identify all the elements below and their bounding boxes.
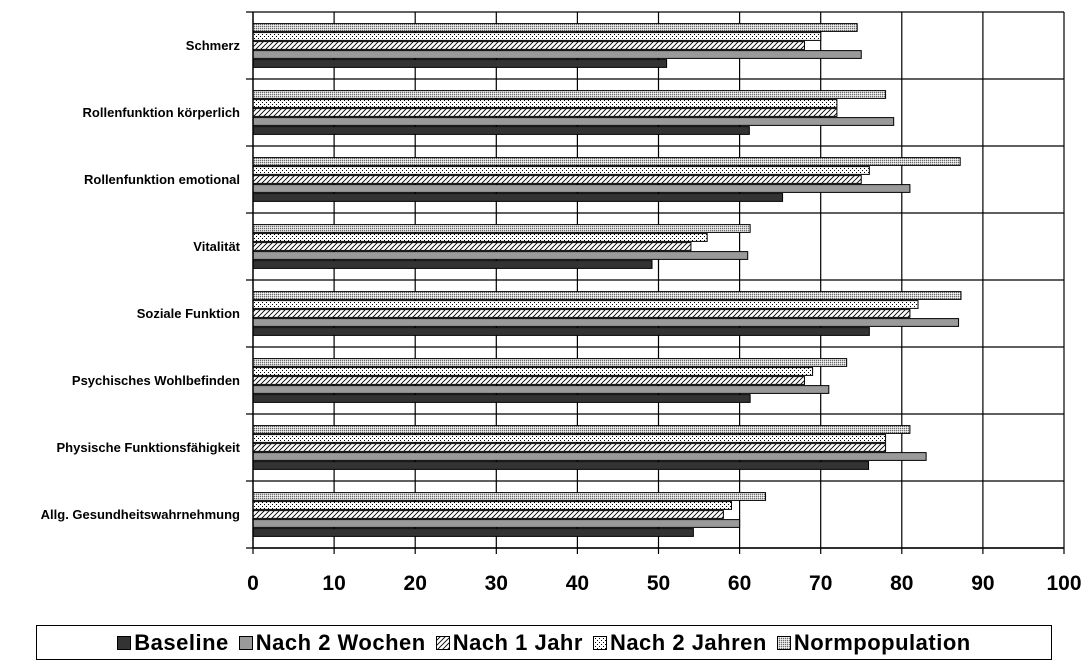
legend-item: Nach 2 Jahren [592, 629, 767, 656]
bar-nach-2-wochen-4 [252, 318, 960, 327]
category-label: Rollenfunktion körperlich [83, 105, 241, 120]
bar-nach-1-jahr-3 [252, 242, 692, 251]
bar-normpopulation-7 [252, 492, 767, 501]
bar-nach-2-jahren-4 [252, 300, 919, 309]
legend-swatch [117, 635, 132, 650]
x-tick-label: 0 [247, 572, 259, 595]
labels: 0 10 20 30 40 50 60 70 80 90 100 Schmerz Rollenfunkt… [41, 38, 1082, 595]
category-label: Psychisches Wohlbefinden [72, 373, 240, 388]
bar-nach-2-jahren-2 [252, 166, 870, 175]
bar-normpopulation-5 [252, 358, 848, 367]
legend-swatch [435, 635, 450, 650]
legend: Baseline Nach 2 Wochen Nach 1 Jahr Nach 2 J… [36, 625, 1052, 660]
bar-baseline-1 [252, 126, 750, 135]
bar-nach-2-jahren-7 [252, 501, 732, 510]
bar-nach-1-jahr-5 [252, 376, 805, 385]
bar-nach-2-jahren-0 [252, 32, 822, 41]
bar-chart: 0 10 20 30 40 50 60 70 80 90 100 Schmerz Rollenfunkt… [41, 11, 1082, 595]
axes [252, 12, 1065, 554]
bar-normpopulation-2 [252, 157, 961, 166]
legend-item: Baseline [117, 630, 229, 656]
bar-baseline-6 [252, 461, 870, 470]
bar-nach-1-jahr-1 [252, 108, 838, 117]
bar-baseline-5 [252, 394, 751, 403]
bar-nach-1-jahr-2 [252, 175, 862, 184]
legend-label: Nach 1 Jahr [452, 629, 583, 655]
bar-nach-1-jahr-4 [252, 309, 911, 318]
category-label: Soziale Funktion [137, 306, 240, 321]
bar-nach-1-jahr-6 [252, 443, 887, 452]
bar-normpopulation-0 [252, 23, 858, 32]
legend-label: Baseline [134, 629, 229, 655]
x-tick-label: 90 [971, 572, 994, 595]
x-tick-label: 40 [566, 572, 589, 595]
legend-swatch [776, 635, 791, 650]
bar-nach-2-wochen-6 [252, 452, 927, 461]
x-tick-label: 60 [728, 572, 751, 595]
category-label: Allg. Gesundheitswahrnehmung [41, 507, 240, 522]
x-tick-label: 10 [322, 572, 345, 595]
legend-item: Normpopulation [776, 629, 971, 656]
category-label: Schmerz [186, 38, 241, 53]
x-tick-label: 20 [404, 572, 427, 595]
x-tick-label: 100 [1046, 572, 1081, 595]
x-tick-label: 80 [890, 572, 913, 595]
bar-baseline-3 [252, 260, 653, 269]
bar-normpopulation-1 [252, 90, 887, 99]
legend-label: Nach 2 Jahren [609, 629, 767, 655]
x-tick-label: 70 [809, 572, 832, 595]
legend-item: Nach 1 Jahr [435, 629, 583, 656]
bar-baseline-0 [252, 59, 668, 68]
bar-nach-1-jahr-7 [252, 510, 724, 519]
bar-nach-2-jahren-6 [252, 434, 887, 443]
bar-nach-2-wochen-0 [252, 50, 862, 59]
bar-nach-2-jahren-1 [252, 99, 838, 108]
bar-normpopulation-3 [252, 224, 751, 233]
bar-nach-2-wochen-7 [252, 519, 741, 528]
bar-baseline-7 [252, 528, 694, 537]
bar-nach-2-wochen-3 [252, 251, 749, 260]
legend-label: Normpopulation [793, 629, 971, 655]
bar-nach-2-jahren-5 [252, 367, 814, 376]
legend-item: Nach 2 Wochen [238, 629, 426, 656]
legend-label: Nach 2 Wochen [255, 629, 426, 655]
bar-nach-1-jahr-0 [252, 41, 805, 50]
bar-baseline-2 [252, 193, 784, 202]
x-tick-label: 30 [485, 572, 508, 595]
bar-nach-2-wochen-2 [252, 184, 911, 193]
bar-normpopulation-4 [252, 291, 962, 300]
category-label: Vitalität [193, 239, 240, 254]
category-label: Rollenfunktion emotional [84, 172, 240, 187]
legend-swatch [238, 635, 253, 650]
bar-normpopulation-6 [252, 425, 911, 434]
bar-baseline-4 [252, 327, 870, 336]
bar-nach-2-jahren-3 [252, 233, 708, 242]
category-label: Physische Funktionsfähigkeit [57, 440, 241, 455]
legend-swatch [592, 635, 607, 650]
x-tick-label: 50 [647, 572, 670, 595]
bar-nach-2-wochen-5 [252, 385, 830, 394]
bar-nach-2-wochen-1 [252, 117, 895, 126]
